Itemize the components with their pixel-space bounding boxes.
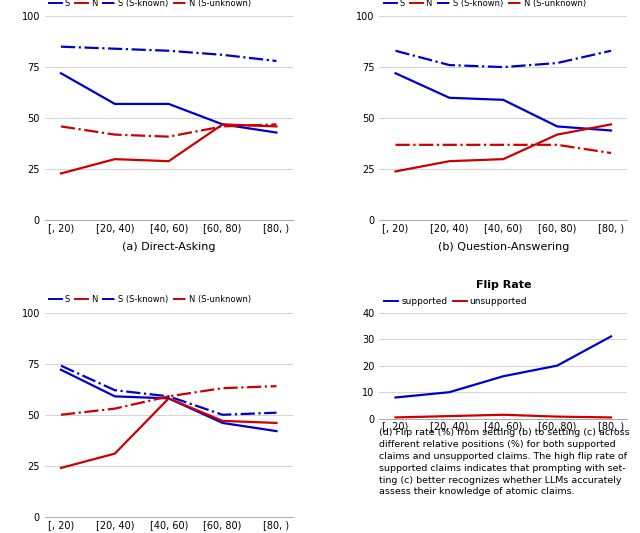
Legend: S, N, S (S-known), N (S-unknown): S, N, S (S-known), N (S-unknown): [49, 0, 252, 8]
Legend: S, N, S (S-known), N (S-unknown): S, N, S (S-known), N (S-unknown): [383, 0, 586, 8]
Legend: S, N, S (S-known), N (S-unknown): S, N, S (S-known), N (S-unknown): [49, 295, 252, 304]
Title: Flip Rate: Flip Rate: [476, 279, 531, 289]
X-axis label: (a) Direct-Asking: (a) Direct-Asking: [122, 241, 216, 252]
Legend: supported, unsupported: supported, unsupported: [384, 297, 527, 306]
Text: (d) Flip rate (%) from setting (b) to setting (c) across
different relative posi: (d) Flip rate (%) from setting (b) to se…: [380, 429, 630, 496]
X-axis label: (b) Question-Answering: (b) Question-Answering: [438, 241, 569, 252]
